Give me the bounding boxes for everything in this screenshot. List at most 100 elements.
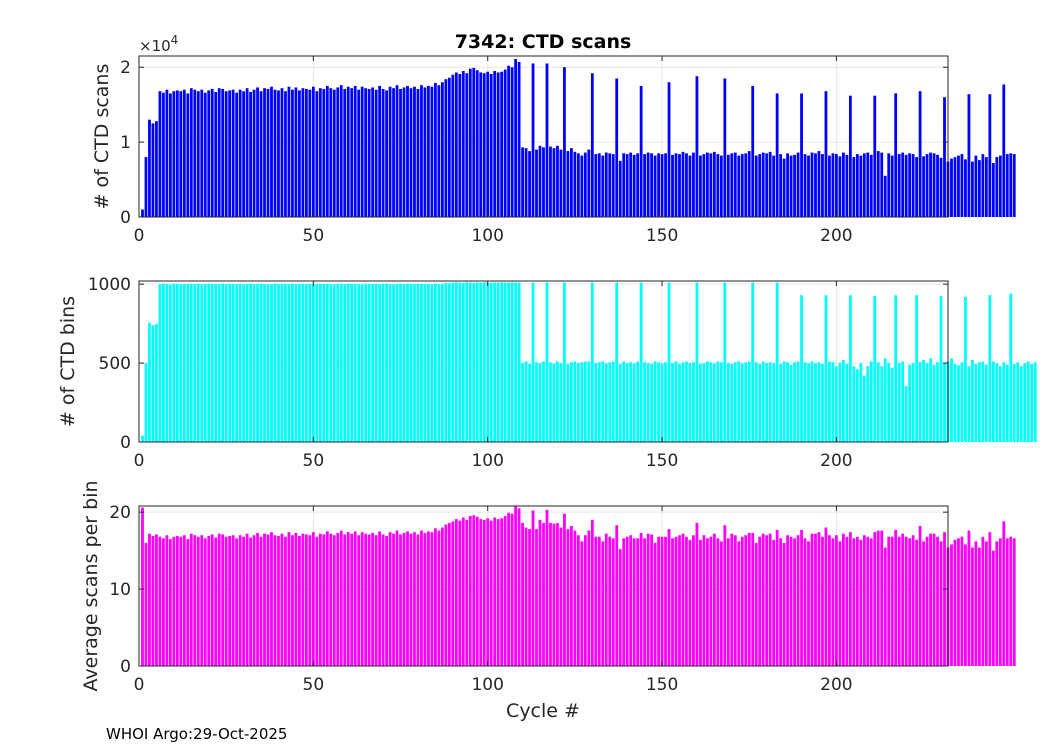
bar-bins <box>869 361 873 442</box>
bar-avg <box>590 519 594 666</box>
bar-bins <box>664 362 667 442</box>
bar-avg <box>618 549 622 666</box>
bar-scans <box>1012 154 1016 217</box>
bar-bins <box>1033 362 1037 442</box>
bar-bins <box>235 284 239 442</box>
bar-avg <box>332 535 336 666</box>
bar-scans <box>688 155 692 217</box>
bar-bins <box>716 361 720 442</box>
bar-scans <box>242 91 246 217</box>
bar-scans <box>991 163 995 217</box>
bar-avg <box>873 532 877 666</box>
bar-scans <box>252 89 256 217</box>
bar-bins <box>200 284 204 442</box>
x-tick-label: 50 <box>303 451 325 471</box>
bar-avg <box>144 542 148 666</box>
bar-avg <box>437 530 441 666</box>
bar-scans <box>175 90 179 217</box>
bar-scans <box>228 90 232 217</box>
bar-scans <box>570 148 573 217</box>
y-axis-label-scans: # of CTD scans <box>91 64 113 210</box>
bar-avg <box>563 513 566 666</box>
bar-avg <box>835 535 838 666</box>
bar-avg <box>461 517 465 666</box>
bar-scans <box>719 155 723 217</box>
panel-avg-scans-per-bin: 0 50 100 150 200 0 10 20 Average scans per bin <box>80 480 1016 695</box>
bar-bins <box>549 362 552 442</box>
bar-scans <box>203 92 207 217</box>
bar-avg <box>559 527 563 666</box>
bar-bins <box>981 361 985 442</box>
bar-scans <box>378 85 381 217</box>
bar-bins <box>489 282 493 442</box>
bar-bins <box>409 284 413 442</box>
bar-scans <box>618 160 622 217</box>
bar-bins <box>768 362 772 442</box>
bar-avg <box>294 532 298 666</box>
bar-bins <box>1005 364 1009 442</box>
bar-bins <box>772 363 776 442</box>
bar-bins <box>172 283 176 442</box>
bar-bins <box>308 283 312 442</box>
bar-scans <box>304 88 308 217</box>
bar-avg <box>957 538 960 666</box>
bar-scans <box>925 154 929 217</box>
bar-bins <box>744 362 748 442</box>
bar-bins <box>486 282 490 442</box>
bar-scans <box>810 152 814 217</box>
bar-bins <box>747 361 751 442</box>
y-tick-label: 10 <box>109 580 131 600</box>
bar-bins <box>217 284 221 442</box>
bar-avg <box>971 547 974 666</box>
bar-avg <box>573 530 577 666</box>
bar-bins <box>688 363 692 442</box>
bar-avg <box>726 538 730 666</box>
bar-bins <box>671 363 674 442</box>
bar-scans <box>733 152 737 217</box>
bar-scans <box>210 88 214 217</box>
bar-avg <box>744 535 748 666</box>
bar-bins <box>517 282 521 442</box>
bar-bins <box>782 361 786 442</box>
bar-bins <box>374 284 378 442</box>
bar-scans <box>897 154 901 217</box>
bar-scans <box>552 148 556 217</box>
bar-avg <box>423 532 427 666</box>
bar-avg <box>664 536 667 666</box>
bar-bins <box>967 366 971 442</box>
bar-bins <box>737 361 741 442</box>
y-tick-label: 20 <box>109 503 131 523</box>
bar-avg <box>737 541 741 666</box>
bar-avg <box>828 535 831 666</box>
bar-avg <box>977 547 981 666</box>
bar-bins <box>604 363 608 442</box>
bar-bins <box>559 363 563 442</box>
bar-scans <box>904 154 908 217</box>
bar-scans <box>332 89 336 217</box>
bar-scans <box>786 153 789 217</box>
bar-bins <box>545 282 549 442</box>
bar-bins <box>343 284 347 442</box>
bar-scans <box>744 153 748 217</box>
bar-scans <box>967 94 971 217</box>
bar-scans <box>423 87 427 217</box>
bar-scans <box>712 151 716 217</box>
bar-avg <box>514 506 517 666</box>
x-tick-label: 200 <box>820 675 852 695</box>
bar-bins <box>615 282 619 442</box>
y-axis-label-bins: # of CTD bins <box>57 296 79 427</box>
bar-bins <box>988 295 992 442</box>
bar-scans <box>716 154 720 217</box>
bar-avg <box>904 536 908 666</box>
bar-bins <box>824 295 828 442</box>
bar-scans <box>148 119 151 217</box>
bar-avg <box>549 522 552 666</box>
bar-avg <box>263 533 266 666</box>
bar-scans <box>869 154 873 217</box>
bar-bins <box>1002 362 1006 442</box>
bar-bins <box>726 363 730 442</box>
bar-bins <box>291 283 294 442</box>
bar-scans <box>706 152 709 217</box>
bar-avg <box>357 535 361 666</box>
bar-scans <box>789 155 793 217</box>
